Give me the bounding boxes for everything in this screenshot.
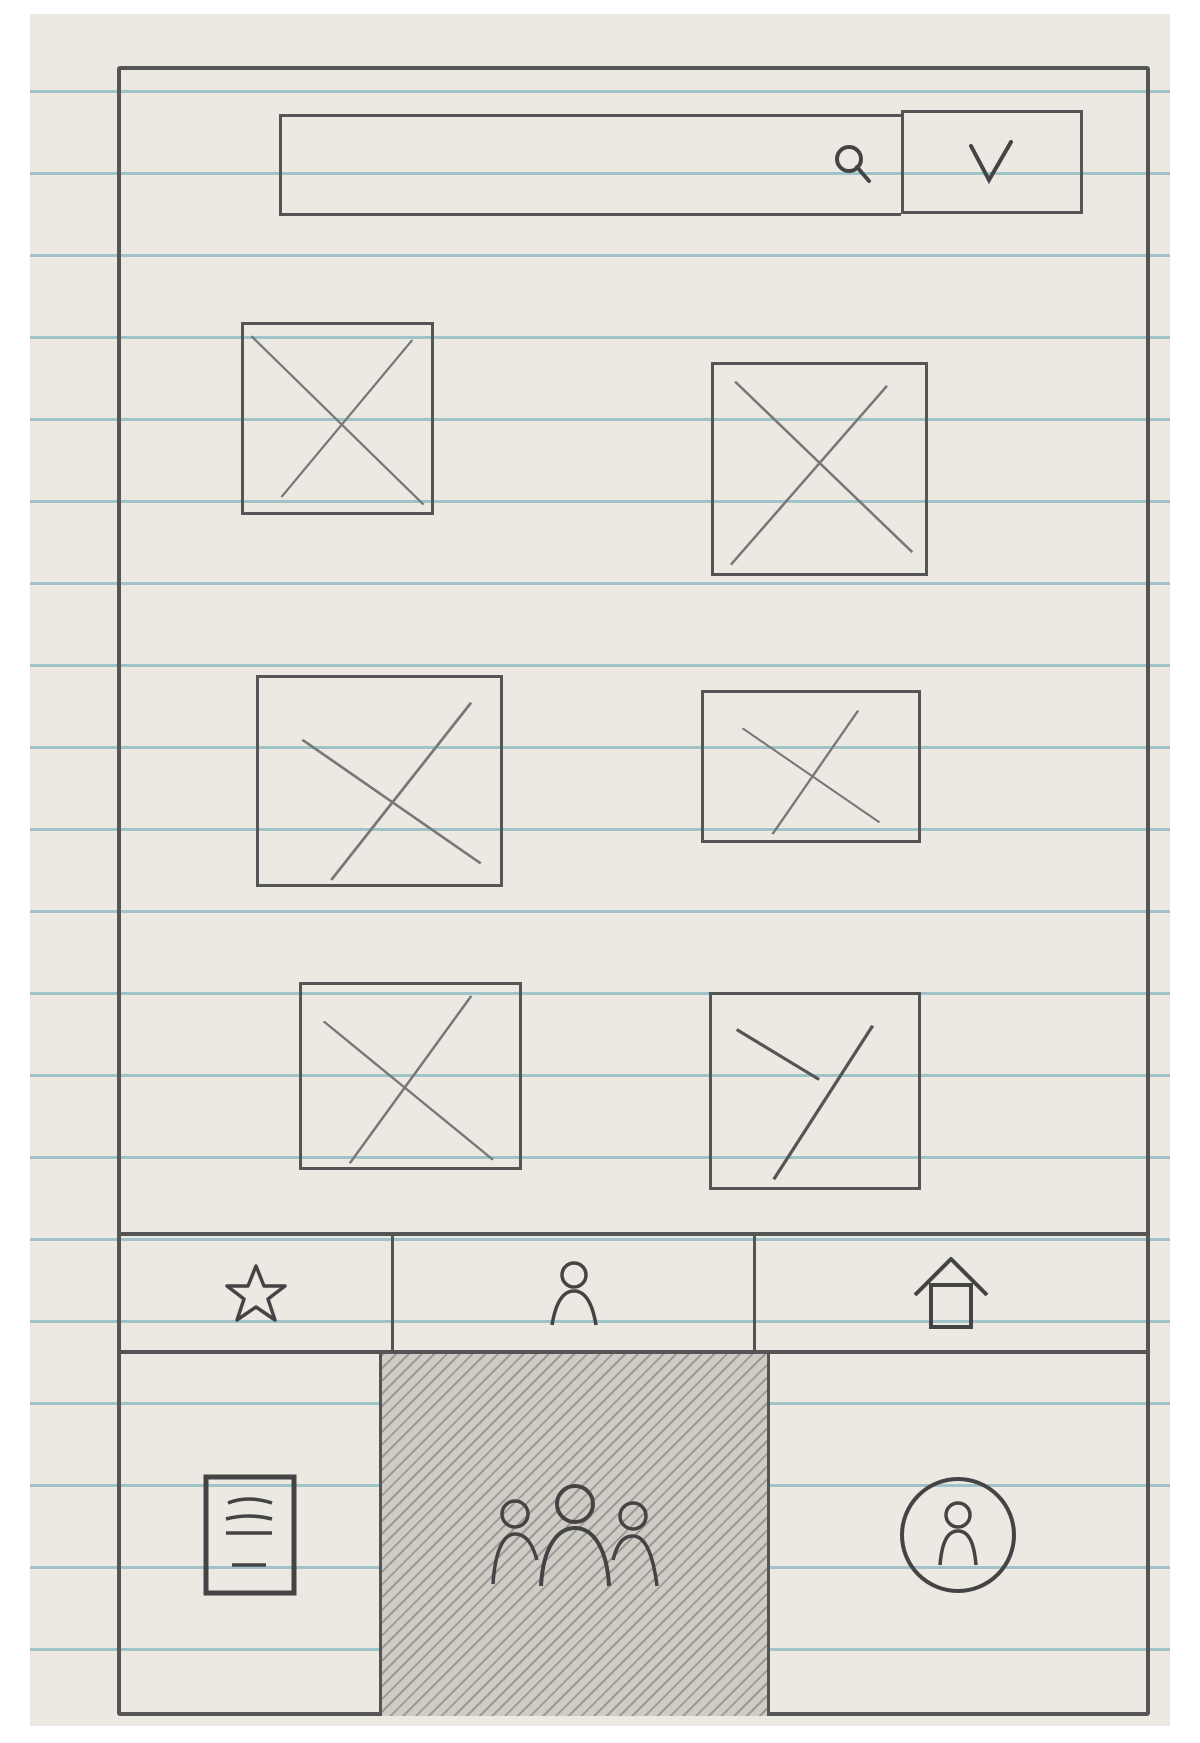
filter-dropdown[interactable] [901, 110, 1083, 214]
grid-item-1[interactable] [241, 322, 434, 515]
chevron-down-icon [965, 136, 1019, 188]
home-icon [911, 1253, 991, 1333]
person-icon [544, 1257, 604, 1329]
tab-groups[interactable] [379, 1354, 767, 1716]
nav-bar [121, 1232, 1146, 1354]
image-placeholder-icon [729, 380, 914, 566]
tab-documents[interactable] [121, 1354, 379, 1716]
grid-item-3[interactable] [256, 675, 503, 887]
document-icon [202, 1473, 298, 1597]
search-icon[interactable] [831, 141, 875, 189]
nav-item-people[interactable] [391, 1236, 753, 1350]
grid-item-2[interactable] [711, 362, 928, 576]
group-icon [485, 1480, 665, 1590]
image-placeholder-icon [250, 335, 425, 506]
phone-frame [117, 66, 1150, 1716]
grid-item-4[interactable] [701, 690, 921, 843]
nav-item-home[interactable] [753, 1236, 1146, 1350]
grid-item-6[interactable] [709, 992, 921, 1190]
notebook-paper [30, 14, 1170, 1726]
image-placeholder-icon [735, 1024, 875, 1181]
tab-profile[interactable] [767, 1354, 1146, 1716]
nav-item-favorites[interactable] [121, 1236, 391, 1350]
image-placeholder-icon [301, 702, 482, 881]
profile-icon [896, 1473, 1020, 1597]
tab-bar [121, 1354, 1146, 1716]
star-icon [225, 1262, 287, 1324]
search-bar[interactable] [279, 114, 901, 216]
grid-item-5[interactable] [299, 982, 522, 1170]
image-placeholder-icon [322, 995, 494, 1164]
image-placeholder-icon [741, 710, 881, 835]
